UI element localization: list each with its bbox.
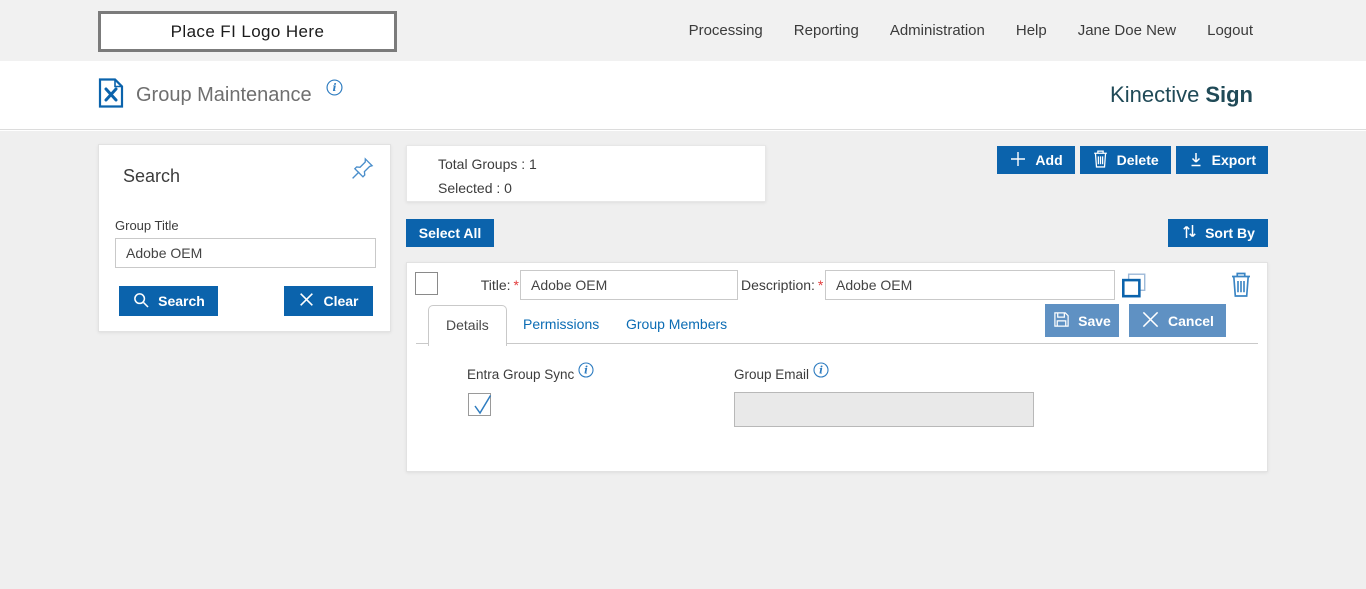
top-nav: Processing Reporting Administration Help… xyxy=(689,0,1253,61)
group-email-info-icon[interactable]: i xyxy=(813,362,829,381)
description-field-label: Description: * xyxy=(741,277,824,293)
nav-item-help[interactable]: Help xyxy=(1015,22,1047,39)
svg-text:i: i xyxy=(819,366,823,377)
entra-group-sync-label: Entra Group Sync i xyxy=(467,362,594,382)
checkmark-icon xyxy=(474,395,492,415)
brand-name: Kinective xyxy=(1110,82,1200,107)
title-field-label: Title: * xyxy=(480,277,519,293)
description-input[interactable] xyxy=(825,270,1115,300)
search-button-label: Search xyxy=(158,293,205,309)
brand-product: Sign xyxy=(1205,82,1253,107)
tab-permissions[interactable]: Permissions xyxy=(523,316,600,332)
group-row: Title:* Description:* Details xyxy=(406,262,1268,472)
page-header: Group Maintenance i Kinective Sign xyxy=(0,61,1366,130)
search-panel-title: Search xyxy=(123,166,181,186)
nav-item-administration[interactable]: Administration xyxy=(889,22,985,39)
svg-text:i: i xyxy=(584,366,588,377)
select-all-label: Select All xyxy=(418,225,482,241)
selected-stat: Selected : 0 xyxy=(438,180,512,196)
search-panel: Search Group Title Search xyxy=(98,144,391,332)
maintenance-page-icon xyxy=(98,77,124,113)
sort-arrows-icon xyxy=(1181,223,1197,243)
entra-info-icon[interactable]: i xyxy=(578,362,594,381)
page-title: Group Maintenance xyxy=(136,83,312,106)
delete-group-icon[interactable] xyxy=(1229,270,1253,303)
export-button[interactable]: Export xyxy=(1175,146,1268,174)
clear-button-label: Clear xyxy=(323,293,359,309)
group-title-label: Group Title xyxy=(115,218,179,233)
cancel-button-label: Cancel xyxy=(1168,312,1214,329)
total-groups-label: Total Groups : xyxy=(438,156,526,172)
brand-logo: Kinective Sign xyxy=(1110,61,1253,129)
sort-by-button[interactable]: Sort By xyxy=(1168,219,1268,247)
required-asterisk: * xyxy=(817,277,824,293)
cancel-x-icon xyxy=(1141,310,1160,332)
delete-button-label: Delete xyxy=(1116,152,1159,168)
download-icon xyxy=(1188,151,1204,170)
pin-icon[interactable] xyxy=(349,155,376,187)
tab-details[interactable]: Details xyxy=(428,305,507,346)
add-button[interactable]: Add xyxy=(997,146,1075,174)
selected-value: 0 xyxy=(504,180,512,196)
clear-x-icon xyxy=(298,291,315,311)
save-button-label: Save xyxy=(1078,312,1111,329)
total-groups-stat: Total Groups : 1 xyxy=(438,156,537,172)
delete-button[interactable]: Delete xyxy=(1079,146,1171,174)
entra-group-sync-checkbox[interactable] xyxy=(468,393,492,416)
nav-item-logout[interactable]: Logout xyxy=(1207,22,1253,39)
select-all-button[interactable]: Select All xyxy=(406,219,494,247)
clear-button[interactable]: Clear xyxy=(284,286,373,316)
group-email-label: Group Email i xyxy=(734,362,829,382)
sort-by-label: Sort By xyxy=(1205,225,1255,241)
row-checkbox[interactable] xyxy=(415,272,438,295)
stats-panel: Total Groups : 1 Selected : 0 xyxy=(406,145,766,202)
nav-item-reporting[interactable]: Reporting xyxy=(793,22,859,39)
group-email-input xyxy=(734,392,1034,427)
add-button-label: Add xyxy=(1035,152,1063,168)
search-icon xyxy=(132,291,150,312)
title-input[interactable] xyxy=(520,270,738,300)
selected-label: Selected : xyxy=(438,180,501,196)
trash-icon xyxy=(1092,149,1109,171)
search-button[interactable]: Search xyxy=(119,286,218,316)
content-area: Search Group Title Search xyxy=(0,131,1366,589)
top-bar: Place FI Logo Here Processing Reporting … xyxy=(0,0,1366,61)
nav-item-user[interactable]: Jane Doe New xyxy=(1077,22,1177,39)
floppy-save-icon xyxy=(1053,311,1070,331)
fi-logo-placeholder: Place FI Logo Here xyxy=(98,11,397,52)
plus-icon xyxy=(1009,150,1027,171)
nav-item-processing[interactable]: Processing xyxy=(688,22,763,39)
export-button-label: Export xyxy=(1211,152,1256,168)
copy-group-icon[interactable] xyxy=(1119,271,1149,306)
total-groups-value: 1 xyxy=(529,156,537,172)
group-actions: Add Delete Export xyxy=(997,146,1268,174)
cancel-button[interactable]: Cancel xyxy=(1129,304,1226,337)
tab-group-members[interactable]: Group Members xyxy=(626,316,728,332)
row-tabstrip: Details Permissions Group Members Save xyxy=(416,304,1258,346)
group-title-input[interactable] xyxy=(115,238,376,268)
required-asterisk: * xyxy=(513,277,519,293)
page-info-icon[interactable]: i xyxy=(326,79,343,101)
save-button[interactable]: Save xyxy=(1045,304,1119,337)
svg-text:i: i xyxy=(332,81,336,94)
